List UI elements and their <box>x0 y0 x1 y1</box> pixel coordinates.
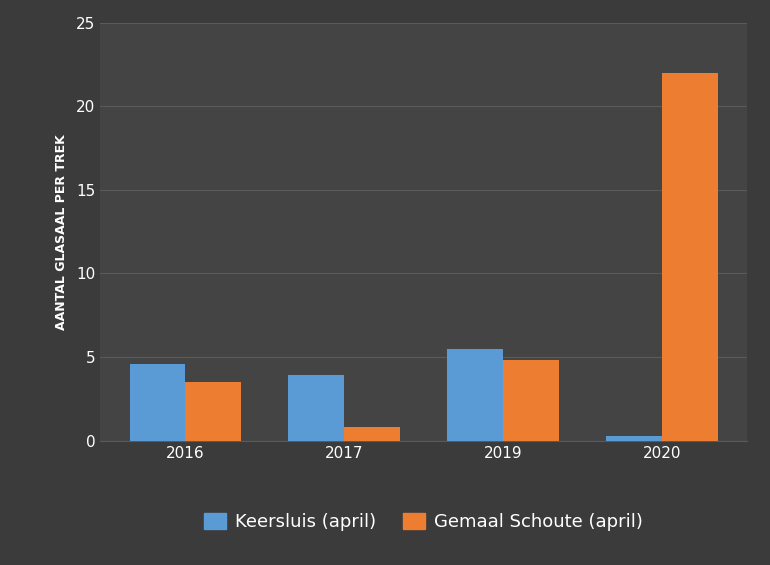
Legend: Keersluis (april), Gemaal Schoute (april): Keersluis (april), Gemaal Schoute (april… <box>196 504 651 540</box>
Bar <box>185 382 241 441</box>
Y-axis label: AANTAL GLASAAL PER TREK: AANTAL GLASAAL PER TREK <box>55 134 68 329</box>
Bar <box>289 376 344 441</box>
Bar <box>662 73 718 441</box>
Bar <box>503 360 558 441</box>
Bar <box>344 427 400 441</box>
Bar <box>447 349 503 441</box>
Bar <box>129 364 185 441</box>
Bar <box>606 436 662 441</box>
